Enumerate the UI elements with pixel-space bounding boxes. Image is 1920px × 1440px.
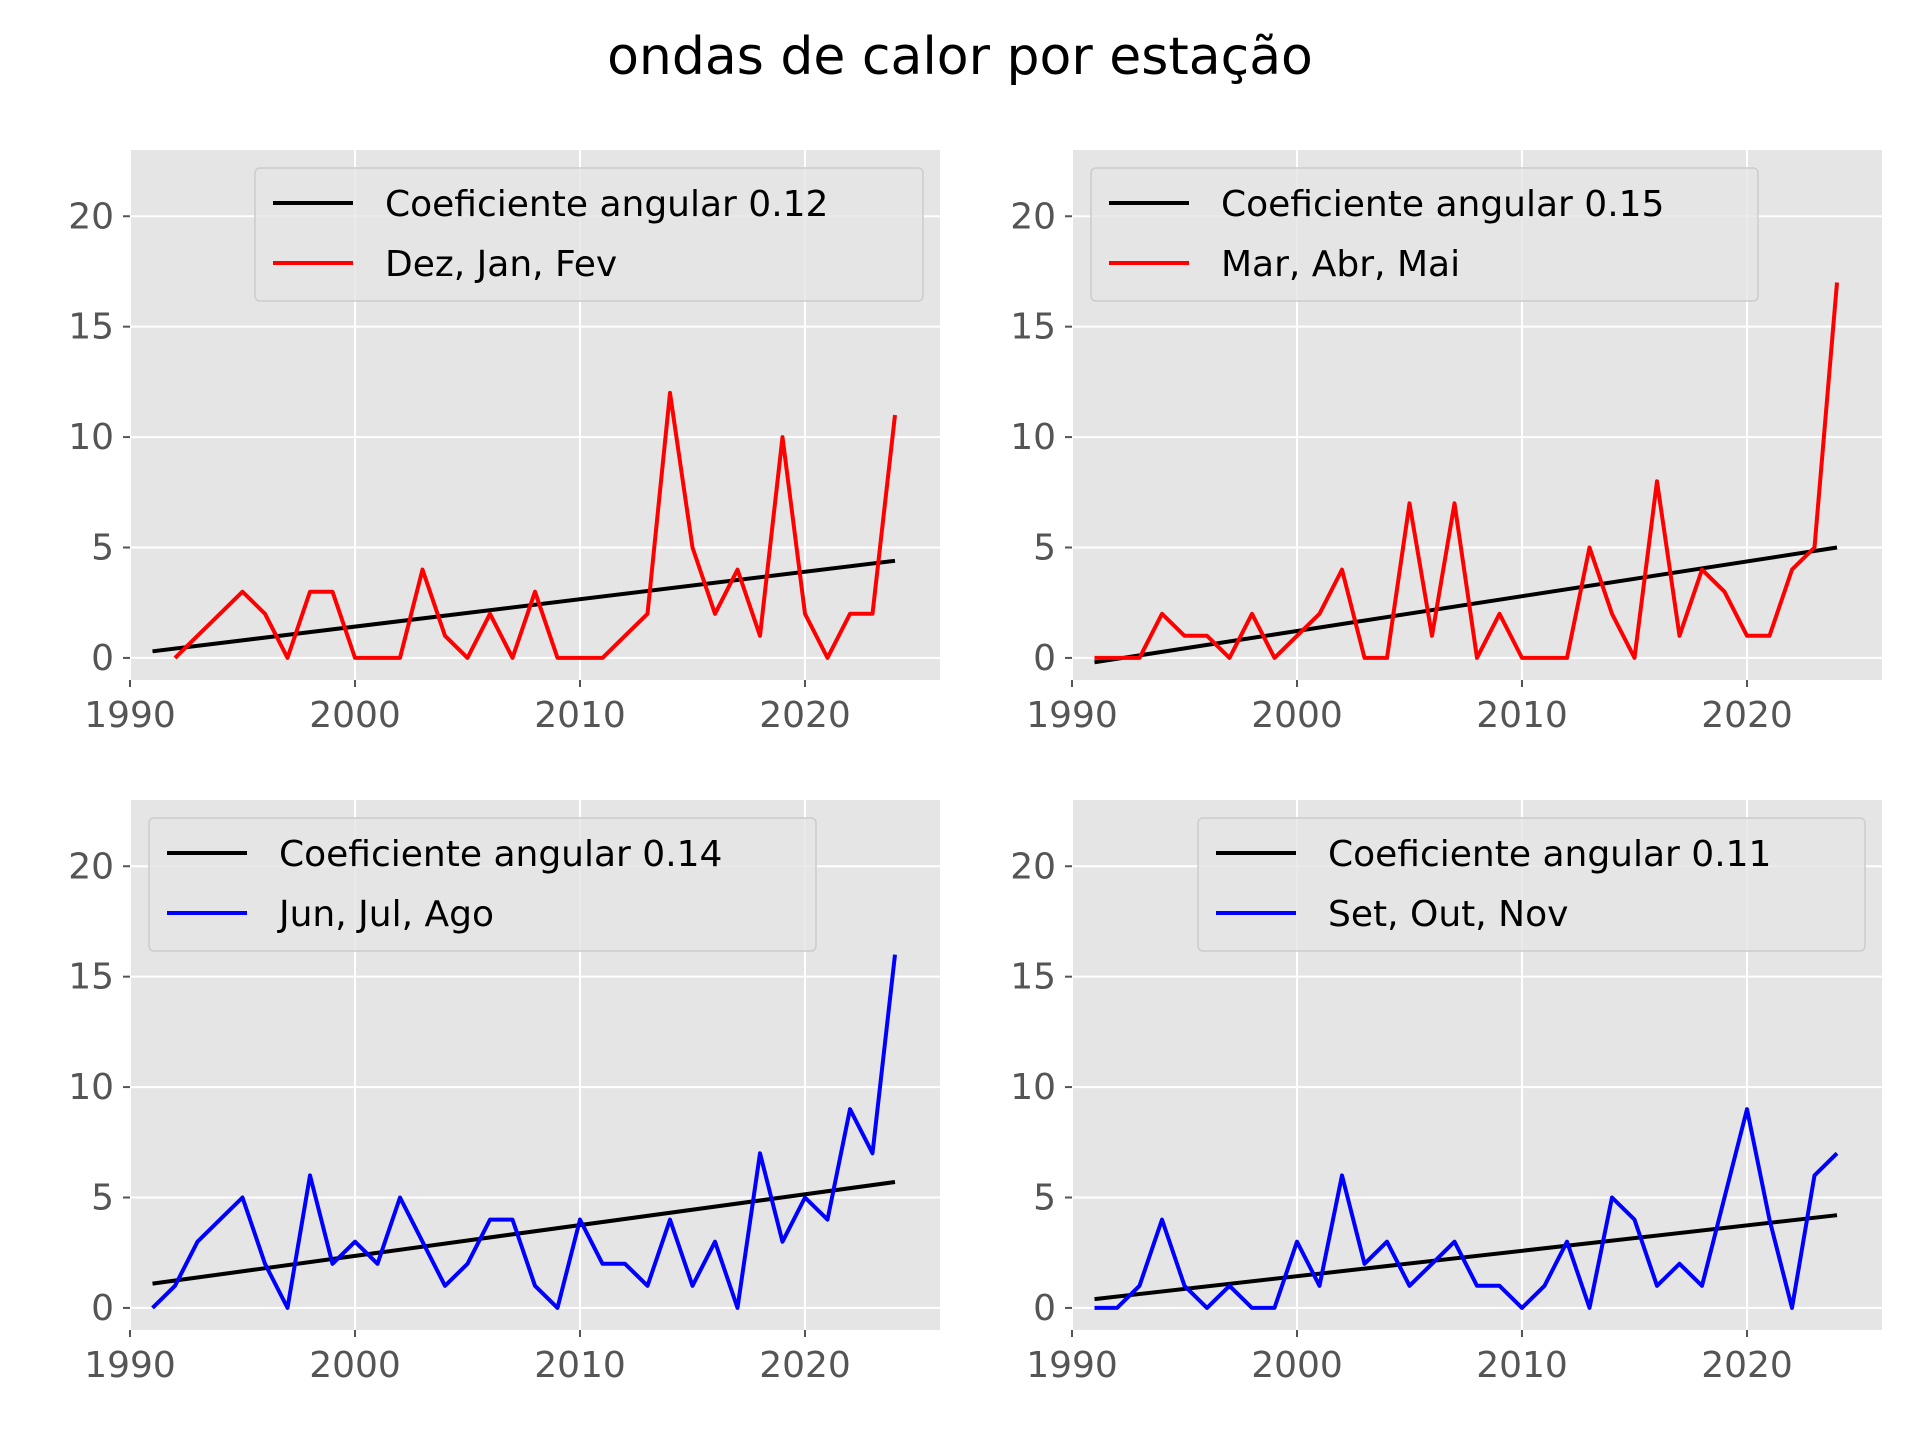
series-line [1094,282,1839,660]
x-tick-label: 1990 [1026,695,1118,736]
trend-line [1094,545,1838,665]
x-tick-label: 2000 [1251,1345,1343,1386]
legend-box [254,167,924,302]
trend-line [1094,1213,1838,1302]
x-tick-label: 2020 [1701,695,1793,736]
legend-label: Coeficiente angular 0.11 [1328,834,1771,875]
y-tick-label: 10 [68,1067,114,1108]
y-tick-label: 0 [91,638,114,679]
legend-label: Mar, Abr, Mai [1221,244,1460,285]
y-tick-label: 15 [1010,307,1056,348]
legend-label: Coeficiente angular 0.12 [385,184,828,225]
y-tick-label: 5 [1033,1178,1056,1219]
legend: Coeficiente angular 0.15 Mar, Abr, Mai [1090,167,1759,302]
subplot-1: 1990 2000 2010 2020 0 5 10 15 20 Coeficiente angu… [68,150,940,736]
y-tick-label: 10 [1010,1067,1056,1108]
x-tick-label: 1990 [1026,1345,1118,1386]
legend-label: Jun, Jul, Ago [277,894,494,935]
y-tick-label: 5 [91,528,114,569]
y-tick-label: 5 [91,1178,114,1219]
y-tick-label: 20 [1010,196,1056,237]
x-tick-label: 2010 [534,1345,626,1386]
y-tick-label: 15 [68,307,114,348]
subplot-4: 1990 2000 2010 2020 0 5 10 15 20 Coeficiente angu… [1010,800,1882,1386]
x-tick-label: 1990 [84,1345,176,1386]
x-tick-label: 2000 [1251,695,1343,736]
x-tick-label: 2020 [1701,1345,1793,1386]
x-tick-label: 2010 [1476,695,1568,736]
x-tick-label: 2020 [759,695,851,736]
legend-box [148,817,817,952]
y-tick-label: 10 [1010,417,1056,458]
subplot-3: 1990 2000 2010 2020 0 5 10 15 20 Coeficiente angu… [68,800,940,1386]
figure-title: ondas de calor por estação [607,27,1313,87]
y-tick-label: 15 [1010,957,1056,998]
legend-label: Coeficiente angular 0.14 [279,834,722,875]
y-tick-label: 5 [1033,528,1056,569]
series-line [173,390,897,660]
legend: Coeficiente angular 0.11 Set, Out, Nov [1197,817,1866,952]
y-tick-label: 20 [68,196,114,237]
x-tick-label: 2000 [309,1345,401,1386]
x-tick-label: 1990 [84,695,176,736]
y-tick-label: 0 [1033,1288,1056,1329]
x-tick-label: 2010 [1476,1345,1568,1386]
y-tick-label: 15 [68,957,114,998]
subplot-2: 1990 2000 2010 2020 0 5 10 15 20 Coeficiente angu… [1010,150,1882,736]
series-line [1094,1107,1839,1310]
legend-label: Set, Out, Nov [1328,894,1568,935]
legend: Coeficiente angular 0.14 Jun, Jul, Ago [148,817,817,952]
y-tick-label: 20 [1010,846,1056,887]
legend-box [1090,167,1759,302]
legend-label: Dez, Jan, Fev [385,244,617,285]
y-tick-label: 10 [68,417,114,458]
x-tick-label: 2020 [759,1345,851,1386]
y-tick-label: 0 [1033,638,1056,679]
x-tick-label: 2000 [309,695,401,736]
y-tick-label: 0 [91,1288,114,1329]
legend-label: Coeficiente angular 0.15 [1221,184,1664,225]
y-tick-label: 20 [68,846,114,887]
series-line [151,954,897,1310]
legend-box [1197,817,1866,952]
x-tick-label: 2010 [534,695,626,736]
legend: Coeficiente angular 0.12 Dez, Jan, Fev [254,167,924,302]
